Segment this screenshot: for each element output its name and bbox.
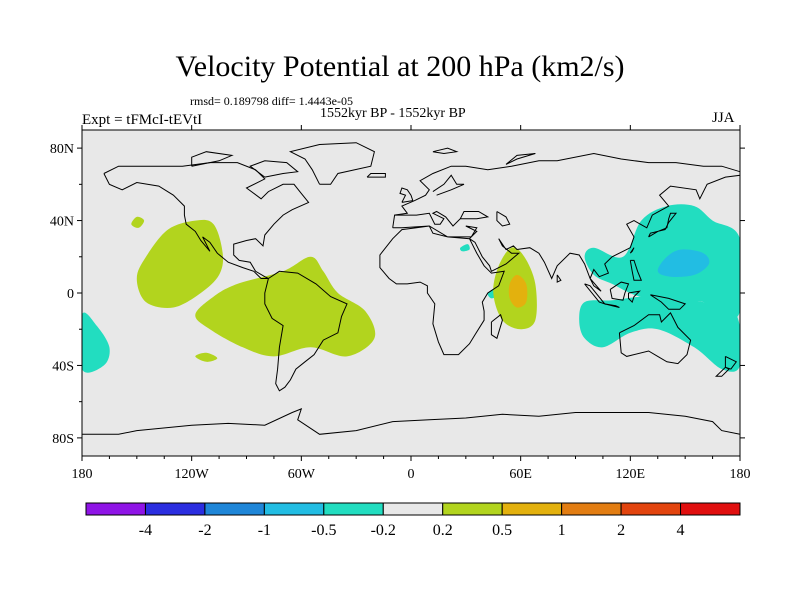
x-tick-label: 0 (408, 467, 415, 482)
coastline-segment (496, 211, 511, 227)
colorbar-box (382, 502, 444, 516)
coastline-segment (399, 187, 414, 203)
season-label: JJA (712, 110, 735, 126)
contour-region-south-indian-negative (579, 296, 740, 372)
coastline-segment (191, 151, 234, 167)
y-tick-label: 40N (50, 215, 74, 230)
contour-region-west-pacific-negative (584, 204, 740, 319)
x-tick-label: 180 (72, 467, 93, 482)
experiment-label: Expt = tFMcI-tEVtI (82, 112, 203, 128)
x-tick-label: 60E (509, 467, 532, 482)
contour-regions (82, 204, 740, 373)
coastline-segment (103, 162, 310, 279)
contour-region-indian-ocean-core (508, 274, 528, 308)
coastline-segment (249, 160, 299, 178)
axis-ticks: 180 120W 60W 0 60E 120E 180 80N 40N 0 40S 80S (50, 125, 751, 482)
y-tick-label: 0 (67, 287, 74, 302)
coastline-segment (724, 355, 738, 370)
colorbar-label: 2 (617, 522, 625, 539)
coastline-segment (556, 274, 562, 283)
colorbar-box (144, 502, 206, 516)
coastline-segment (432, 147, 459, 155)
coastline-segment (82, 408, 741, 435)
coastline-segment (505, 153, 536, 165)
coastline-segment (379, 152, 741, 356)
colorbar-box (501, 502, 563, 516)
x-tick-label: 180 (730, 467, 751, 482)
colorbar-label: -0.5 (311, 522, 336, 539)
coastline-segment (288, 142, 375, 185)
contour-region-west-pacific-core (657, 249, 710, 277)
colorbar-label: -0.2 (371, 522, 396, 539)
colorbar-box (204, 502, 265, 516)
colorbar-label: 1 (558, 522, 566, 539)
colorbar-box (85, 502, 146, 516)
colorbar: -4 -2 -1 -0.5 -0.2 0.2 0.5 1 2 4 (85, 502, 741, 539)
coastline-segment (618, 312, 692, 365)
coastline-segment (366, 173, 386, 178)
coastline-segment (490, 313, 503, 340)
colorbar-box (442, 502, 503, 516)
colorbar-box (561, 502, 622, 516)
coastline-segment (714, 366, 730, 377)
coastline-segment (394, 210, 490, 227)
coastline-segment (609, 281, 630, 301)
colorbar-label: -4 (139, 522, 152, 539)
colorbar-box (620, 502, 682, 516)
coastline-segment (628, 290, 641, 304)
x-tick-label: 120E (616, 467, 646, 482)
y-tick-label: 80S (52, 432, 74, 447)
coastline-segment (650, 294, 687, 310)
stats-label: rmsd= 0.189798 diff= 1.4443e-05 (190, 94, 353, 108)
coastline-segment (648, 212, 678, 238)
period-subtitle: 1552kyr BP - 1552kyr BP (320, 106, 466, 121)
x-tick-label: 60W (288, 467, 316, 482)
coastline-segment (264, 270, 348, 392)
y-tick-label: 40S (52, 359, 74, 374)
contour-region-south-pacific-small-positive (195, 352, 218, 362)
x-tick-label: 120W (175, 467, 210, 482)
coastline-segment (629, 259, 643, 281)
contour-region-hawaii-small-positive (131, 216, 145, 228)
contour-region-far-west-pacific-negative (82, 312, 110, 373)
colorbar-label: 0.5 (492, 522, 512, 539)
coastline-segment (432, 174, 465, 196)
contour-region-south-america-atlantic-positive (195, 256, 376, 357)
colorbar-label: 0.2 (433, 522, 453, 539)
coastline-segment (629, 247, 635, 254)
chart-title: Velocity Potential at 200 hPa (km2/s) (175, 50, 625, 83)
y-tick-label: 80N (50, 142, 74, 157)
coastline-segment (604, 303, 620, 308)
colorbar-label: -1 (258, 522, 271, 539)
colorbar-box (263, 502, 325, 516)
colorbar-box (323, 502, 384, 516)
colorbar-label: 4 (677, 522, 685, 539)
colorbar-box (680, 502, 741, 516)
coastlines (82, 142, 741, 435)
contour-region-arabia-small-negative (460, 244, 470, 252)
colorbar-label: -2 (198, 522, 211, 539)
